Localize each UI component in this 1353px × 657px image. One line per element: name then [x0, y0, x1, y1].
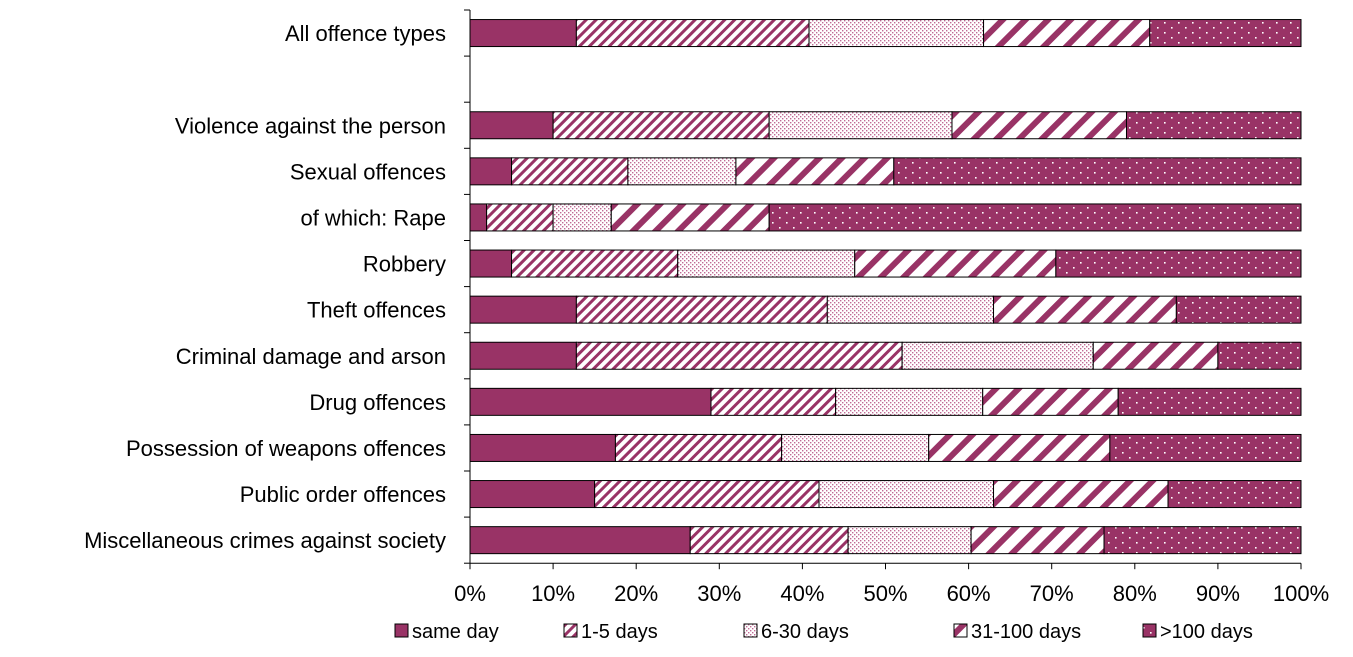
bar-segment — [768, 203, 1302, 232]
bar-segment — [627, 157, 737, 186]
bar-segment — [893, 157, 1302, 186]
x-tick-label: 40% — [780, 581, 824, 606]
bar-segment — [1149, 19, 1302, 48]
x-tick-label: 90% — [1196, 581, 1240, 606]
bar-segment — [469, 480, 596, 509]
bar-segment — [511, 157, 629, 186]
bar-segment — [854, 249, 1057, 278]
bar-segment — [469, 433, 616, 462]
bar-segment — [469, 341, 577, 370]
x-tick-label: 60% — [947, 581, 991, 606]
bar-segment — [689, 526, 849, 555]
bar-segment — [1117, 387, 1302, 416]
x-tick-label: 80% — [1113, 581, 1157, 606]
bar-segment — [1167, 480, 1302, 509]
bar-segment — [928, 433, 1111, 462]
bar-segment — [835, 387, 984, 416]
legend-label: same day — [412, 621, 499, 643]
x-tick-labels: 0% 10% 20% 30% 40% 50% 60% 70% 80% 90% 100% — [454, 581, 1329, 606]
category-label: Drug offences — [309, 390, 446, 415]
bar-segment — [486, 203, 554, 232]
bar-segment — [982, 387, 1119, 416]
bar-segment — [575, 295, 828, 324]
legend-swatch — [953, 623, 968, 638]
category-label: Sexual offences — [290, 159, 446, 184]
bar-segment — [575, 19, 810, 48]
bar-segment — [610, 203, 770, 232]
bar-segment — [511, 249, 679, 278]
category-label: Possession of weapons offences — [126, 436, 446, 461]
category-label: All offence types — [285, 21, 446, 46]
category-labels: All offence types Violence against the pe… — [84, 21, 446, 553]
legend-label: 6-30 days — [761, 621, 849, 643]
legend-label: 1-5 days — [581, 621, 658, 643]
bar-segment — [1217, 341, 1302, 370]
bar-segment — [552, 203, 612, 232]
bar-segment — [469, 19, 577, 48]
bar-segment — [993, 295, 1177, 324]
category-label: Robbery — [363, 252, 446, 277]
bar-segment — [1125, 111, 1302, 140]
bar-segment — [469, 249, 513, 278]
axes — [464, 9, 1302, 570]
bar-segment — [594, 480, 820, 509]
bar-segment — [993, 480, 1169, 509]
bar-segment — [469, 387, 712, 416]
x-tick-label: 100% — [1273, 581, 1329, 606]
bar-segment — [847, 526, 972, 555]
bar-segment — [575, 341, 903, 370]
bar-segment — [808, 19, 985, 48]
bar-segment — [951, 111, 1127, 140]
bar-segment — [781, 433, 930, 462]
bar-segment — [983, 19, 1151, 48]
legend-swatch — [1142, 623, 1157, 638]
bars — [469, 19, 1302, 555]
category-label: Public order offences — [240, 482, 446, 507]
category-label: Violence against the person — [175, 113, 446, 138]
bar-segment — [710, 387, 837, 416]
bar-segment — [735, 157, 895, 186]
legend-swatch — [394, 623, 409, 638]
category-label: Miscellaneous crimes against society — [84, 528, 446, 553]
legend-label: >100 days — [1160, 621, 1253, 643]
x-tick-label: 70% — [1030, 581, 1074, 606]
x-tick-label: 0% — [454, 581, 486, 606]
bar-segment — [818, 480, 995, 509]
bar-segment — [614, 433, 783, 462]
bar-segment — [1103, 526, 1302, 555]
bar-segment — [469, 526, 691, 555]
bar-segment — [469, 203, 488, 232]
bar-segment — [901, 341, 1094, 370]
legend: same day 1-5 days 6-30 days 31-100 days >100… — [394, 621, 1253, 643]
x-tick-label: 20% — [614, 581, 658, 606]
x-tick-label: 30% — [697, 581, 741, 606]
bar-segment — [1092, 341, 1219, 370]
category-label: Criminal damage and arson — [176, 344, 446, 369]
bar-segment — [970, 526, 1105, 555]
x-tick-label: 50% — [863, 581, 907, 606]
legend-label: 31-100 days — [971, 621, 1081, 643]
category-label: Theft offences — [307, 298, 446, 323]
bar-segment — [768, 111, 953, 140]
x-tick-label: 10% — [531, 581, 575, 606]
bar-segment — [1175, 295, 1302, 324]
bar-segment — [552, 111, 770, 140]
bar-segment — [1055, 249, 1302, 278]
legend-swatch — [743, 623, 758, 638]
legend-swatch — [563, 623, 578, 638]
category-label: of which: Rape — [300, 205, 446, 230]
bar-segment — [826, 295, 995, 324]
bar-segment — [1109, 433, 1302, 462]
bar-segment — [677, 249, 856, 278]
bar-segment — [469, 157, 513, 186]
bar-segment — [469, 111, 554, 140]
bar-segment — [469, 295, 577, 324]
